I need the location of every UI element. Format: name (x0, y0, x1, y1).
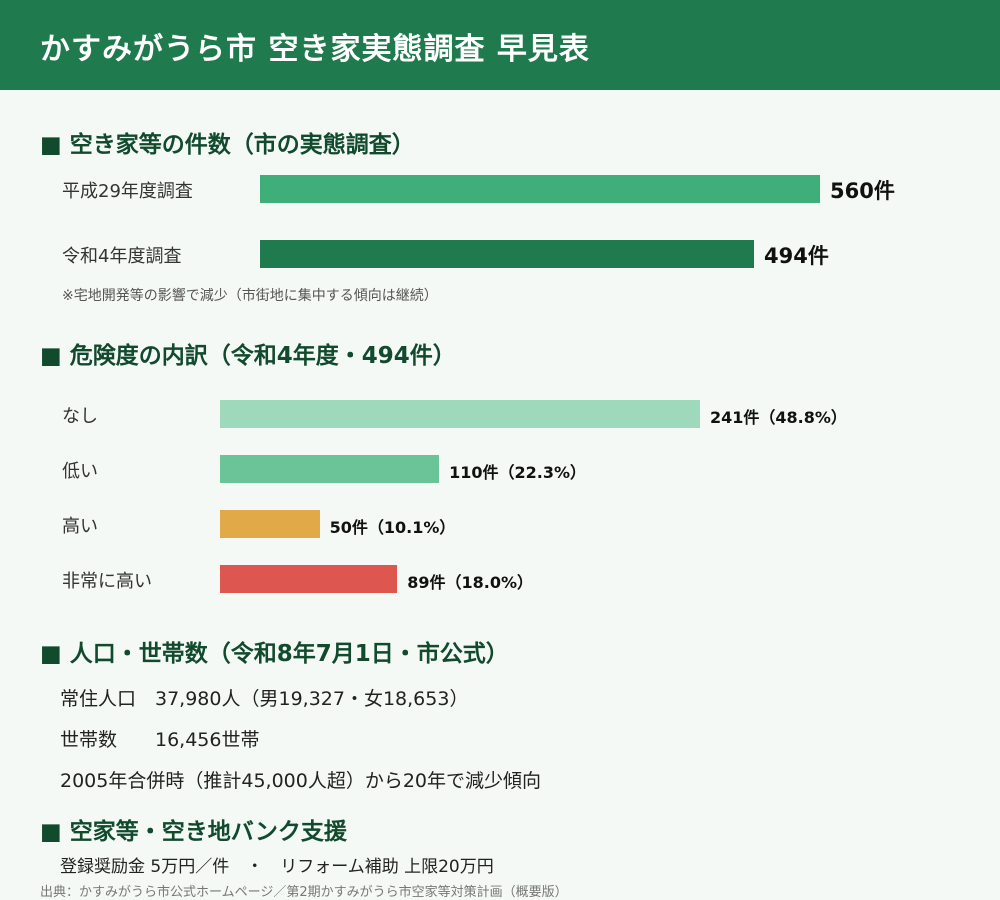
count-note: ※宅地開発等の影響で減少（市街地に集中する傾向は継続） (62, 288, 438, 304)
trend-line: 2005年合併時（推計45,000人超）から20年で減少傾向 (60, 770, 542, 792)
category-label: 低い (62, 461, 98, 482)
section-title-counts: ■ 空き家等の件数（市の実態調査） (40, 132, 415, 158)
header-bar: かすみがうら市 空き家実態調査 早見表 (0, 0, 1000, 90)
source-note: 出典：かすみがうら市公式ホームページ／第2期かすみがうら市空家等対策計画（概要版… (40, 885, 568, 900)
bar (220, 400, 700, 428)
category-label: なし (62, 406, 98, 427)
section-title-bank: ■ 空家等・空き地バンク支援 (40, 819, 347, 845)
bank-support-line: 登録奨励金 5万円／件 ・ リフォーム補助 上限20万円 (60, 857, 494, 877)
section-title-population: ■ 人口・世帯数（令和8年7月1日・市公式） (40, 641, 509, 667)
category-label: 平成29年度調査 (62, 181, 193, 202)
value-label: 560件 (830, 179, 895, 204)
value-label: 110件（22.3%） (449, 462, 586, 482)
bar (260, 240, 754, 268)
section-title-risk: ■ 危険度の内訳（令和4年度・494件） (40, 343, 456, 369)
page-title: かすみがうら市 空き家実態調査 早見表 (40, 32, 590, 67)
value-label: 89件（18.0%） (407, 572, 534, 592)
bar (260, 175, 820, 203)
category-label: 高い (62, 516, 98, 537)
bar (220, 455, 440, 483)
households-line: 世帯数 16,456世帯 (60, 729, 260, 751)
bar (220, 565, 398, 593)
value-label: 50件（10.1%） (329, 517, 456, 537)
value-label: 241件（48.8%） (710, 407, 847, 427)
category-label: 令和4年度調査 (62, 246, 182, 267)
value-label: 494件 (764, 244, 829, 269)
bar (220, 510, 320, 538)
category-label: 非常に高い (62, 571, 152, 592)
population-line: 常住人口 37,980人（男19,327・女18,653） (60, 688, 469, 710)
